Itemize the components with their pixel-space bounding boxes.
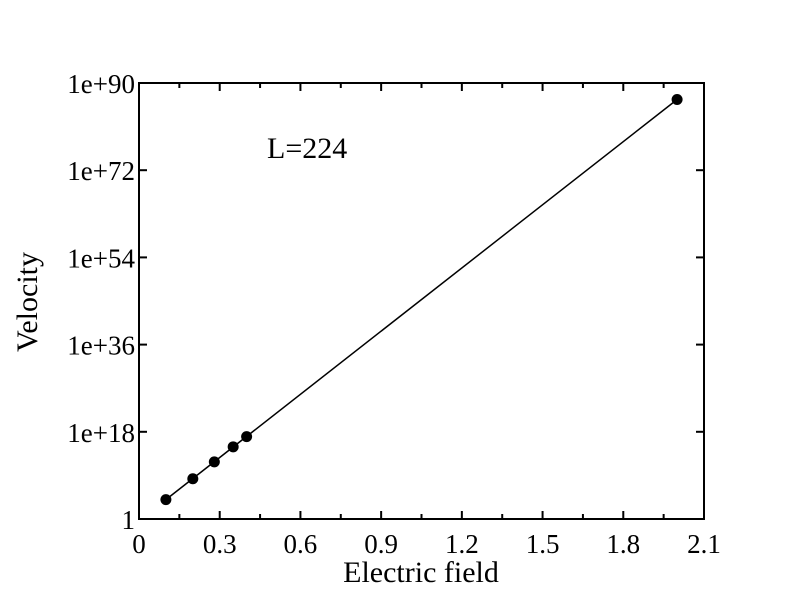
y-tick-label-5: 1e+90 bbox=[67, 69, 135, 99]
y-tick-label-1: 1e+18 bbox=[67, 418, 135, 448]
x-tick-label-0: 0 bbox=[132, 529, 146, 559]
x-tick-label-3: 0.9 bbox=[364, 529, 398, 559]
x-tick-label-1: 0.3 bbox=[203, 529, 237, 559]
y-axis-label: Velocity bbox=[11, 252, 44, 352]
x-ticks-layer: 0 0.3 0.6 0.9 1.2 1.5 1.8 2.1 bbox=[132, 83, 721, 559]
data-point-3 bbox=[227, 441, 239, 453]
x-axis-label: Electric field bbox=[343, 556, 499, 589]
data-point-5 bbox=[671, 93, 683, 105]
data-point-4 bbox=[241, 431, 253, 443]
fit-line-layer bbox=[165, 98, 678, 501]
data-point-2 bbox=[208, 456, 220, 468]
y-tick-label-2: 1e+36 bbox=[67, 331, 135, 361]
x-tick-label-2: 0.6 bbox=[284, 529, 318, 559]
y-tick-label-4: 1e+72 bbox=[67, 156, 135, 186]
data-points-layer bbox=[160, 93, 683, 506]
data-point-0 bbox=[160, 494, 172, 506]
y-tick-label-3: 1e+54 bbox=[67, 243, 135, 273]
annotation-label: L=224 bbox=[267, 132, 347, 165]
y-tick-label-0: 1 bbox=[122, 505, 136, 535]
y-ticks-layer: 1 1e+18 1e+36 1e+54 1e+72 1e+90 bbox=[67, 69, 704, 535]
fit-line bbox=[165, 98, 678, 501]
x-tick-label-7: 2.1 bbox=[687, 529, 721, 559]
x-tick-label-5: 1.5 bbox=[526, 529, 560, 559]
x-tick-label-6: 1.8 bbox=[606, 529, 640, 559]
x-tick-label-4: 1.2 bbox=[445, 529, 479, 559]
data-point-1 bbox=[187, 473, 199, 485]
